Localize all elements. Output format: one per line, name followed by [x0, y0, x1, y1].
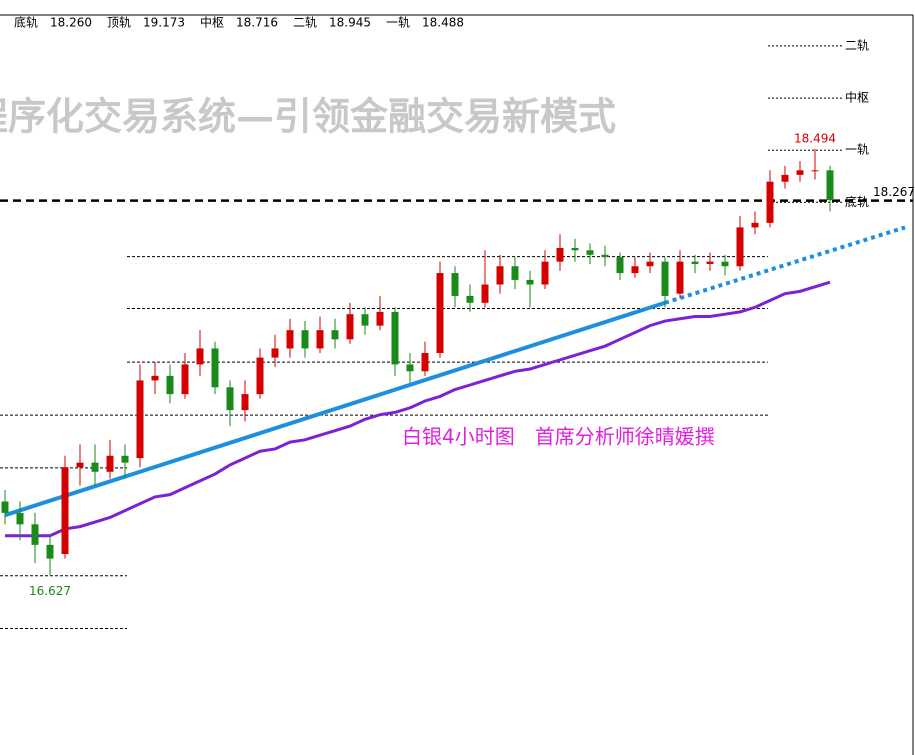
candle-body	[691, 261, 699, 264]
candle-body	[286, 330, 294, 349]
candle-body	[91, 462, 99, 472]
candle-body	[406, 364, 414, 372]
candle-body	[46, 544, 54, 559]
watermark: 程序化交易系统—引领金融交易新模式	[0, 94, 616, 139]
candle-body	[136, 380, 144, 459]
low-label: 16.627	[29, 584, 71, 598]
candle-body	[646, 261, 654, 267]
candle-body	[346, 314, 354, 340]
band-name: 顶轨	[107, 16, 131, 30]
candle-body	[676, 261, 684, 294]
candle-body	[211, 348, 219, 388]
candle-body	[256, 357, 264, 395]
candle-body	[751, 222, 759, 228]
candle-body	[436, 273, 444, 354]
band-label: 中枢	[845, 90, 869, 105]
candle-body	[271, 348, 279, 358]
candle-body	[616, 257, 624, 274]
trendline-extension	[664, 225, 906, 305]
candle-body	[766, 181, 774, 223]
candle-body	[316, 330, 324, 349]
candle-body	[166, 375, 174, 395]
candle-body	[151, 375, 159, 381]
band-label: 一轨	[845, 143, 869, 157]
candle-body	[121, 455, 129, 463]
last-price-label: 18.267	[873, 185, 915, 199]
band-label: 二轨	[845, 38, 869, 52]
band-label: 底轨	[845, 194, 869, 209]
candle-body	[301, 330, 309, 349]
band-value: 18.945	[329, 16, 371, 30]
candle-body	[811, 170, 819, 172]
candle-body	[451, 273, 459, 296]
moving-average	[5, 280, 831, 538]
candle-body	[31, 524, 39, 545]
candle-body	[781, 174, 789, 182]
candle-body	[496, 266, 504, 285]
candle-body	[181, 364, 189, 395]
candle-body	[586, 250, 594, 255]
candle-body	[511, 266, 519, 280]
band-value: 18.488	[422, 16, 464, 30]
band-value: 19.173	[143, 16, 185, 30]
candle-body	[481, 284, 489, 303]
candle-body	[706, 261, 714, 264]
candle-body	[196, 348, 204, 365]
high-label: 18.494	[794, 131, 836, 145]
candle-body	[526, 279, 534, 285]
candle-body	[61, 467, 69, 555]
candle-body	[106, 455, 114, 472]
candle-body	[556, 247, 564, 262]
candle-body	[601, 254, 609, 258]
candle-body	[661, 261, 669, 296]
candle-body	[391, 311, 399, 365]
caption: 白银4小时图 首席分析师徐晴媛撰	[402, 425, 715, 449]
candle-body	[16, 512, 24, 525]
band-name: 底轨	[14, 15, 38, 30]
candle-body	[571, 247, 579, 251]
candle-body	[376, 311, 384, 326]
candle-body	[826, 170, 834, 200]
candle-body	[1, 501, 9, 513]
band-name: 一轨	[386, 16, 410, 30]
candle-body	[796, 170, 804, 175]
band-value: 18.716	[236, 16, 278, 30]
candle-body	[466, 295, 474, 303]
candle-body	[631, 266, 639, 274]
candle-body	[241, 394, 249, 411]
candle-body	[76, 462, 84, 468]
band-name: 中枢	[200, 15, 224, 30]
candle-body	[721, 261, 729, 267]
trendline	[4, 300, 666, 518]
candle-body	[541, 261, 549, 285]
candle-body	[421, 353, 429, 372]
band-name: 二轨	[293, 16, 317, 30]
candle-body	[361, 314, 369, 326]
candle-body	[226, 387, 234, 411]
band-value: 18.260	[50, 16, 92, 30]
candle-body	[736, 227, 744, 267]
candle-body	[331, 330, 339, 340]
